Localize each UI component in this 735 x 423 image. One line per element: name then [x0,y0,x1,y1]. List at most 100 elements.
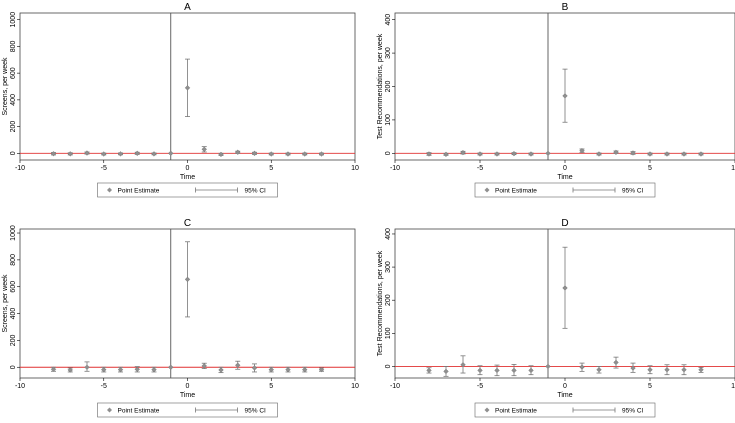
legend: Point Estimate 95% CI [97,402,278,418]
panel-title: B [562,2,569,13]
panel-d: D-10-505100100200300400TimeTest Recommen… [377,218,735,418]
point-estimate [268,366,274,373]
point-estimate [302,366,308,373]
point-estimate [460,149,466,156]
legend-box [97,182,278,198]
point-estimate [477,151,483,157]
y-tick-label: 1000 [10,12,17,28]
point-estimate [117,151,124,157]
x-tick-label: 5 [269,165,273,172]
legend-box [474,182,656,198]
y-axis-label: Screens, per week [2,274,9,332]
legend: Point Estimate 95% CI [474,182,656,198]
y-tick-label: 200 [385,81,392,93]
x-tick-label: -5 [477,383,483,390]
point-estimate [579,147,585,154]
x-axis-label: Time [180,392,195,399]
point-estimate [201,146,207,152]
y-tick-label: 600 [10,281,17,293]
y-tick-label: 400 [10,94,17,106]
point-estimate [184,85,191,91]
point-estimate [134,366,140,372]
y-tick-label: 100 [385,114,392,126]
y-tick-label: 800 [10,40,17,52]
x-tick-label: -10 [15,165,25,172]
point-estimate [681,151,687,157]
y-tick-label: 200 [385,294,392,306]
point-estimate [251,365,258,371]
point-estimate [443,368,449,375]
point-estimate [134,150,140,157]
point-estimate [545,150,551,157]
point-estimate [494,367,500,374]
legend-ci-label: 95% CI [622,187,644,194]
point-estimate [101,366,107,373]
point-estimate [151,151,157,157]
x-tick-label: 10 [351,383,359,390]
point-estimate [168,150,174,157]
point-estimate [545,363,551,370]
x-axis-label: Time [557,174,572,181]
y-tick-label: 0 [10,365,17,369]
x-tick-label: 5 [648,165,652,172]
y-tick-label: 600 [10,67,17,79]
legend-box [474,402,656,418]
point-estimate [84,364,90,370]
y-tick-label: 100 [385,327,392,339]
point-estimate [318,151,325,157]
point-estimate [168,364,174,370]
x-tick-label: -10 [390,383,400,390]
y-axis-label: Screens, per week [2,57,9,115]
panel-a: A -10 -5 0 5 10 0 200 400 600 800 1000 Time Screens, … [2,2,359,198]
point-estimate [562,93,568,99]
y-tick-label: 0 [10,151,17,155]
point-estimate [443,151,449,158]
point-estimate [596,151,602,157]
point-estimate [511,367,517,374]
legend-ci-label: 95% CI [622,407,644,414]
x-tick-label: -5 [101,165,107,172]
point-estimate [117,366,124,373]
point-estimate [151,366,157,373]
point-estimate [664,367,670,373]
point-estimate [235,149,241,155]
panel-title: D [561,218,568,229]
point-estimate [50,151,57,157]
x-tick-label: 0 [563,165,567,172]
point-estimate [67,151,73,157]
x-axis-label: Time [180,174,195,181]
y-axis-label: Test Recommendations, per week [377,33,384,139]
x-tick-label: 10 [351,165,359,172]
point-estimate [218,367,224,373]
legend-ci-label: 95% CI [245,407,267,414]
point-estimate [318,366,325,373]
y-tick-label: 800 [10,254,17,266]
point-estimate [285,151,291,157]
point-estimate [613,149,619,155]
point-estimate [596,367,602,373]
panel-title: C [184,218,191,229]
y-tick-label: 1000 [10,225,17,241]
point-estimate [285,366,291,373]
point-estimate [302,151,308,157]
x-tick-label: 0 [186,165,190,172]
point-estimate [84,150,90,156]
point-estimate [630,150,636,156]
point-estimate [184,276,191,283]
y-tick-label: 200 [10,334,17,346]
point-estimate [235,362,241,368]
y-tick-label: 400 [385,14,392,26]
point-estimate [579,364,585,370]
point-estimate [647,367,653,373]
y-tick-label: 400 [10,308,17,320]
legend-point-marker [107,187,112,193]
x-tick-label: 10 [731,383,735,390]
legend-point-label: Point Estimate [118,187,160,194]
point-estimate [528,367,534,374]
point-estimate [218,151,224,158]
point-estimate [647,151,653,157]
y-tick-label: 0 [385,364,392,368]
legend: Point Estimate 95% CI [97,182,278,198]
x-tick-label: -5 [477,165,483,172]
legend-point-marker [484,187,490,193]
